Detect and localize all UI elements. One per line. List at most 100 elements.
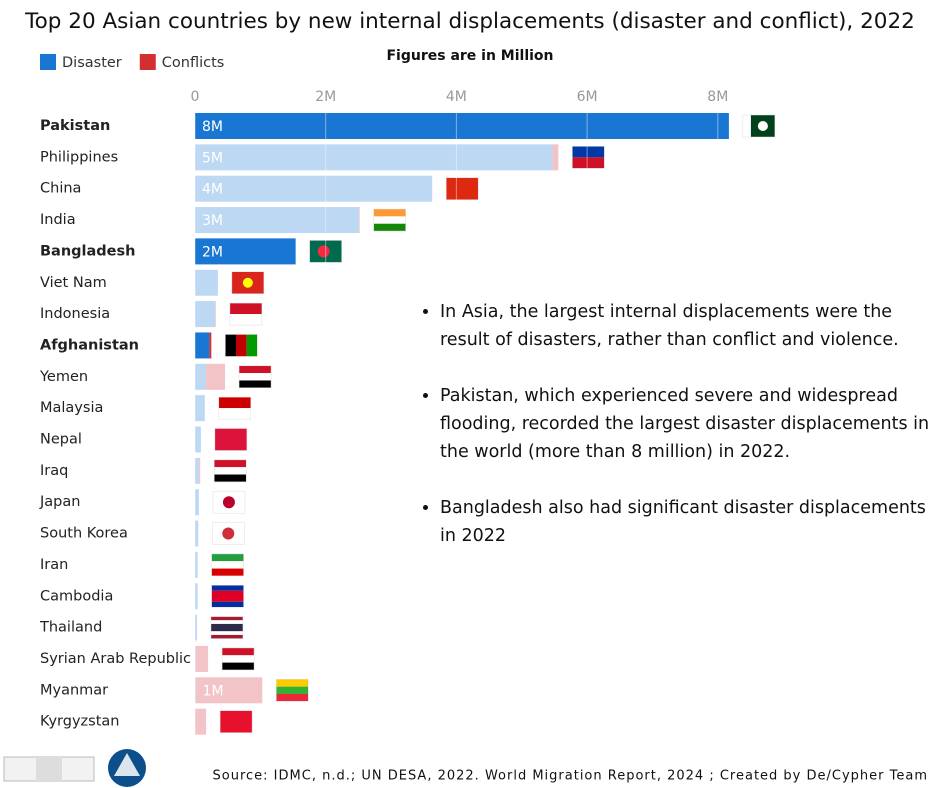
- value-label: 8M: [202, 119, 223, 135]
- flag-stripe: [373, 216, 406, 224]
- logos: [3, 749, 146, 787]
- flag-border: [214, 428, 248, 451]
- y-tick-label: Iraq: [40, 463, 68, 479]
- flag: [742, 114, 776, 138]
- flag-stripe: [210, 616, 243, 621]
- logo-maze: [36, 757, 62, 781]
- flag-stripe: [211, 568, 244, 576]
- bar: [195, 301, 216, 328]
- bar: [359, 207, 360, 234]
- bar: [206, 363, 226, 390]
- flag: [214, 428, 248, 451]
- y-tick-label: China: [40, 181, 81, 197]
- flag-border: [229, 302, 263, 326]
- bar: [195, 677, 196, 704]
- y-tick-label: Iran: [40, 557, 68, 573]
- bar: [195, 614, 197, 641]
- bar: [195, 551, 198, 578]
- y-tick-label: Cambodia: [40, 588, 113, 604]
- bar: [195, 645, 196, 672]
- logo-triangle: [114, 753, 140, 776]
- flag-stripe: [239, 380, 272, 388]
- flag: [210, 616, 244, 639]
- flag-emblem: [242, 277, 253, 288]
- x-tick-label: 2M: [315, 89, 336, 105]
- legend-label: Disaster: [62, 55, 122, 71]
- bar: [215, 301, 216, 328]
- flag-stripe: [229, 303, 262, 315]
- flag-stripe: [572, 157, 605, 169]
- flag-stripe: [572, 146, 605, 158]
- flag-stripe: [211, 561, 244, 569]
- flag-emblem: [222, 527, 235, 540]
- flag: [218, 396, 252, 420]
- flag-stripe: [218, 397, 251, 409]
- y-tick-label: Japan: [39, 494, 80, 510]
- flag-border: [211, 553, 244, 577]
- flag-stripe: [236, 334, 247, 357]
- bar: [195, 175, 433, 202]
- flag-stripe: [222, 655, 255, 663]
- flag-stripe: [276, 693, 309, 702]
- flag-stripe: [214, 428, 247, 451]
- bar: [552, 144, 559, 171]
- bar: [195, 207, 360, 234]
- flag-border: [309, 240, 342, 263]
- flag: [219, 710, 253, 733]
- flag-stripe: [211, 553, 244, 562]
- bar: [195, 395, 205, 422]
- bar: [195, 363, 207, 390]
- flag-stripe: [210, 631, 243, 635]
- y-tick-label: Indonesia: [40, 306, 110, 322]
- flag-stripe: [218, 408, 251, 420]
- flag-border: [276, 679, 309, 702]
- flag: [229, 302, 263, 326]
- legend-swatch: [139, 54, 156, 70]
- bar: [195, 677, 263, 704]
- flag-border: [373, 208, 406, 232]
- flag: [212, 522, 245, 545]
- flag-border: [219, 710, 253, 733]
- flag-stripe: [211, 590, 244, 602]
- note: Bangladesh also had significant disaster…: [440, 494, 940, 550]
- y-tick-label: India: [40, 212, 76, 228]
- x-tick-label: 6M: [577, 89, 598, 105]
- notes: In Asia, the largest internal displaceme…: [418, 298, 940, 578]
- flag-border: [445, 177, 479, 200]
- flag-stripe: [239, 365, 272, 374]
- source: Source: IDMC, n.d.; UN DESA, 2022. World…: [213, 769, 928, 784]
- y-tick-label: Thailand: [39, 620, 102, 636]
- note: Pakistan, which experienced severe and w…: [440, 382, 940, 466]
- flag: [238, 365, 272, 389]
- flag: [231, 271, 265, 294]
- bar: [195, 583, 198, 610]
- note: In Asia, the largest internal displaceme…: [440, 298, 940, 354]
- flag-stripe: [210, 620, 243, 624]
- flag: [213, 459, 247, 483]
- bar: [198, 457, 201, 484]
- flag-stripe: [211, 601, 244, 608]
- value-label: 4M: [202, 182, 223, 198]
- y-tick-label: Myanmar: [40, 682, 108, 698]
- legend-label: Conflicts: [162, 55, 225, 71]
- flag-border: [742, 114, 776, 138]
- flag-emblem: [317, 245, 330, 258]
- flag-border: [218, 396, 252, 420]
- y-tick-label: Malaysia: [40, 400, 103, 416]
- bar: [195, 113, 729, 139]
- flag-border: [211, 585, 244, 608]
- flag: [572, 146, 605, 169]
- y-tick-label: Bangladesh: [40, 243, 135, 259]
- flag: [221, 647, 255, 671]
- y-tick-label: Pakistan: [40, 118, 110, 134]
- flag: [276, 679, 309, 702]
- y-tick-label: Yemen: [39, 369, 88, 385]
- flag-stripe: [742, 115, 751, 137]
- flag-border: [572, 146, 605, 169]
- chart-title: Top 20 Asian countries by new internal d…: [24, 9, 915, 34]
- x-tick-label: 0: [191, 89, 200, 105]
- flag-stripe: [225, 334, 237, 357]
- flag-stripe: [222, 662, 255, 670]
